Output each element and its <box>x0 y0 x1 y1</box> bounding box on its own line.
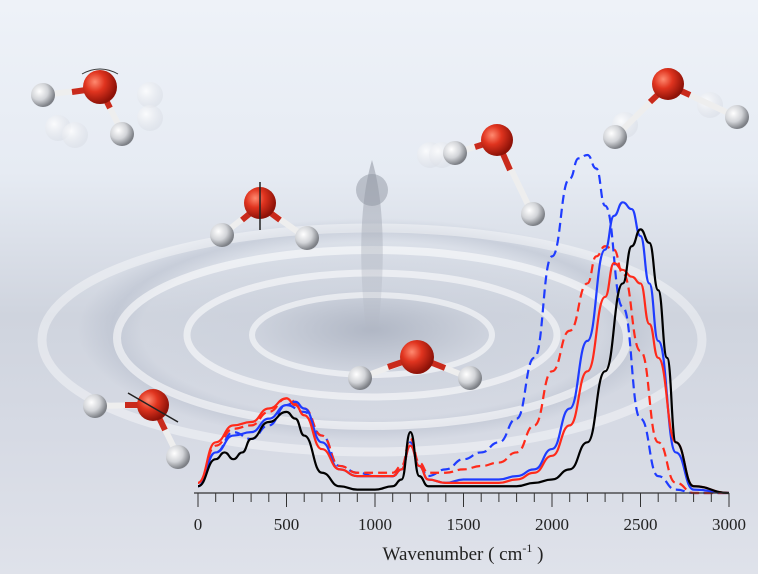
series-red-solid <box>197 262 730 495</box>
series-black-solid <box>197 228 730 495</box>
molecule-symmetric-stretch <box>603 68 749 149</box>
molecule-rocking <box>31 68 163 148</box>
water-droplet <box>356 160 388 330</box>
x-axis: 0 500 1000 1500 2000 2500 3000 <box>194 492 746 534</box>
x-tick-label: 500 <box>274 515 300 534</box>
x-tick-label: 3000 <box>712 515 746 534</box>
molecule-wagging <box>83 389 190 469</box>
series-blue-dashed <box>197 153 729 495</box>
x-tick-label: 1000 <box>358 515 392 534</box>
molecule-twisting <box>210 182 319 250</box>
x-tick-label: 0 <box>194 515 203 534</box>
x-tick-label: 1500 <box>447 515 481 534</box>
molecule-asymmetric-stretch <box>417 124 545 226</box>
x-axis-title: Wavenumber ( cm-1 ) <box>383 541 544 565</box>
series-blue-solid <box>197 201 730 495</box>
x-tick-label: 2000 <box>535 515 569 534</box>
spectrum-plot <box>197 153 730 495</box>
x-tick-label: 2500 <box>624 515 658 534</box>
molecule-bending <box>348 340 482 390</box>
